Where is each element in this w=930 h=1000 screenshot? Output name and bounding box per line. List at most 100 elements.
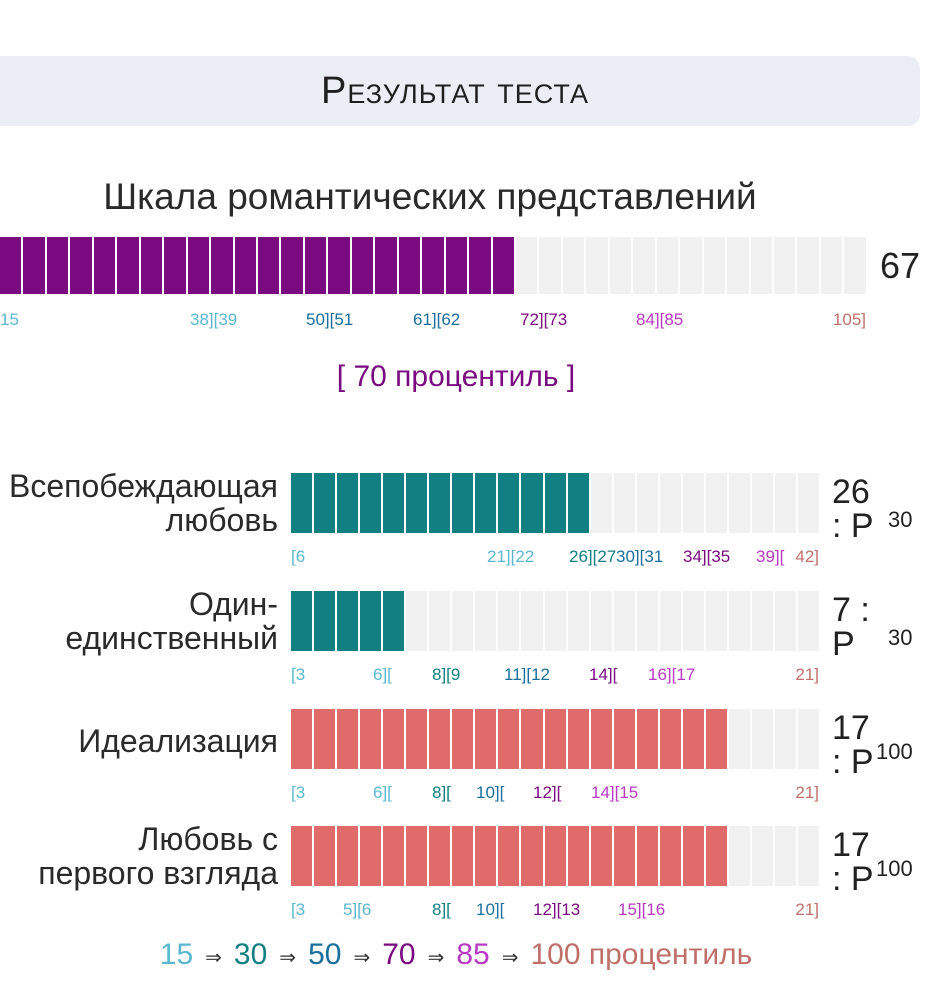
subscale-segment (429, 826, 451, 886)
subscale-segment (798, 826, 820, 886)
scale-tick: 72][73 (520, 310, 568, 329)
subscale-label-line: Один- (188, 586, 278, 622)
scale-tick: 84][85 (636, 310, 684, 329)
main-scale-segment (211, 237, 233, 294)
subscale-ticks: [3 5][6 8][10][12][13 15][16 21] (291, 900, 819, 920)
subscale-segment (452, 826, 474, 886)
subscale-segment (337, 709, 359, 769)
subscale-segment (314, 709, 336, 769)
subscale-label: Всепобеждающая любовь (9, 469, 278, 537)
scale-tick: [3 (291, 900, 306, 919)
scale-tick: 6][ (373, 665, 392, 684)
subscale-segment (452, 591, 474, 651)
arrow-icon: ⇒ (427, 947, 445, 969)
subscale-segment (314, 591, 336, 651)
scale-tick: 8][9 (432, 665, 461, 684)
subscale-segment (567, 591, 589, 651)
main-scale-segment (750, 237, 772, 294)
subscale-segment (337, 826, 359, 886)
main-scale-segment (187, 237, 210, 294)
subscale-segment (751, 591, 773, 651)
subscale-segment (613, 826, 635, 886)
subscale-label: Любовь с первого взгляда (38, 822, 278, 890)
subscale-segment (705, 591, 727, 651)
subscale-segment (682, 826, 704, 886)
scale-tick: 38][39 (190, 310, 238, 329)
scale-tick: 30][31 (616, 547, 664, 566)
subscale-label: Идеализация (78, 724, 278, 758)
subscale-segment (728, 591, 750, 651)
scale-tick: 21] (795, 783, 819, 802)
subscale-segment (728, 473, 750, 533)
main-scale-segment (140, 237, 163, 294)
subscale-segment (360, 826, 382, 886)
subscale-segment (406, 591, 428, 651)
main-scale-score: 67 (880, 245, 921, 286)
subscale-segment (590, 709, 612, 769)
legend-item: 100 процентиль (530, 938, 753, 971)
subscale-segment (498, 709, 520, 769)
scale-tick: 12][ (533, 783, 562, 802)
subscale-bar (291, 473, 820, 533)
subscale-segment (521, 591, 543, 651)
subscale-segment (383, 591, 405, 651)
main-scale-segment (398, 237, 421, 294)
subscale-segment (774, 473, 797, 533)
scale-tick: 8][ (432, 900, 451, 919)
main-scale-segment (281, 237, 303, 294)
main-scale-segment (515, 237, 538, 294)
scale-tick: 11][12 (504, 665, 551, 684)
subscale-segment (291, 473, 313, 533)
legend-item: 15 (159, 938, 194, 971)
subscale-segment (521, 826, 543, 886)
subscale-bar (291, 709, 820, 769)
subscale-segment (705, 826, 727, 886)
subscale-segment (521, 709, 543, 769)
subscale-segment (383, 709, 405, 769)
main-scale-segment (633, 237, 655, 294)
subscale-segment (544, 826, 566, 886)
subscale-segment (613, 473, 635, 533)
subscale-segment (544, 709, 566, 769)
main-scale-segment (351, 237, 374, 294)
main-scale-segment (70, 237, 92, 294)
scale-tick: 34][35 (683, 547, 731, 566)
subscale-score: 17 : P (832, 826, 874, 898)
subscale-segment (475, 473, 497, 533)
main-scale-segment (304, 237, 327, 294)
subscale-bar (291, 826, 820, 886)
subscale-segment (774, 709, 797, 769)
subscale-segment (659, 473, 681, 533)
subscale-segment (590, 826, 612, 886)
subscale-segment (544, 473, 566, 533)
scale-tick: 21] (795, 665, 819, 684)
legend-item: 50 (308, 938, 342, 971)
scale-tick: 8][ (432, 783, 451, 802)
subscale-label-line: первого взгляда (38, 855, 278, 891)
subscale-segment (751, 826, 773, 886)
scale-tick: 105] (832, 310, 866, 329)
scale-tick: 10][ (476, 783, 505, 802)
scale-tick: 10][ (476, 900, 505, 919)
subscale-segment (728, 709, 750, 769)
main-scale-segment (23, 237, 45, 294)
scale-tick: 6][ (373, 783, 392, 802)
subscale-segment (314, 473, 336, 533)
subscale-segment (636, 591, 658, 651)
subscale-segment (798, 709, 820, 769)
scale-tick: 21][22 (487, 547, 535, 566)
scale-tick: 12][13 (533, 900, 581, 919)
subscale-segment (360, 709, 382, 769)
subscale-segment (751, 709, 773, 769)
subscale-segment (590, 591, 612, 651)
main-scale-segment (93, 237, 116, 294)
main-scale-segment (234, 237, 256, 294)
scale-tick: 14][15 (591, 783, 639, 802)
subscale-ticks: [3 6][8][10][12][14][15 21] (291, 783, 819, 803)
subscale-segment (406, 826, 428, 886)
subscale-segment (659, 591, 681, 651)
main-scale-segment (609, 237, 632, 294)
scale-tick: [6 (291, 547, 306, 566)
main-scale-segment (656, 237, 679, 294)
percentile-legend: 15 ⇒ 30 ⇒ 50 ⇒ 70 ⇒ 85 ⇒ 100 процентиль (0, 938, 912, 972)
